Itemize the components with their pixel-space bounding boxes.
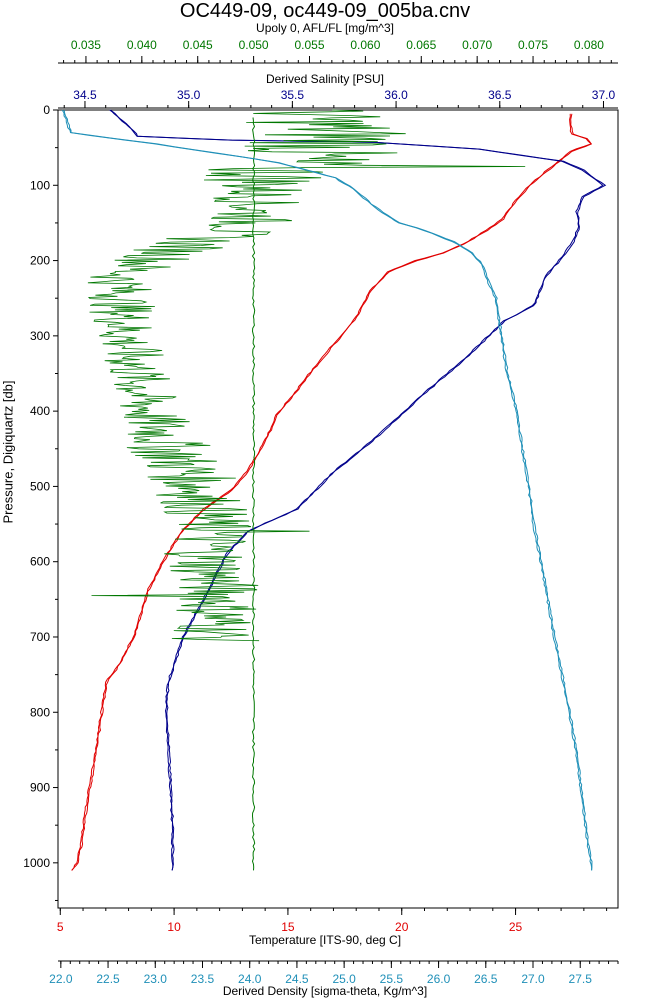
salinity-tick-label: 36.5: [488, 88, 512, 102]
y-tick-label: 800: [30, 705, 50, 719]
temperature-axis-title: Temperature [ITS-90, deg C]: [248, 933, 402, 947]
y-tick-label: 0: [43, 103, 50, 117]
y-tick-label: 700: [30, 630, 50, 644]
afl-line: [87, 109, 526, 642]
temperature-line: [71, 113, 593, 871]
temperature-tick-label: 10: [167, 920, 181, 934]
density-tick-label: 26.0: [427, 972, 451, 986]
density-tick-label: 27.0: [521, 972, 545, 986]
afl-baseline-line: [251, 117, 256, 871]
salinity-tick-label: 36.0: [384, 88, 408, 102]
afl-tick-label: 0.040: [127, 38, 157, 52]
y-tick-label: 300: [30, 329, 50, 343]
density-tick-label: 22.0: [49, 972, 73, 986]
afl-tick-label: 0.075: [518, 38, 548, 52]
temperature-tick-label: 5: [57, 920, 64, 934]
temperature-tick-label: 25: [509, 920, 523, 934]
temperature-tick-label: 15: [281, 920, 295, 934]
afl-tick-label: 0.070: [462, 38, 492, 52]
afl-tick-label: 0.050: [239, 38, 269, 52]
density-axis-title: Derived Density [sigma-theta, Kg/m^3]: [222, 984, 428, 998]
plot-frame: [57, 109, 619, 909]
y-tick-label: 400: [30, 404, 50, 418]
salinity-line: [110, 109, 607, 871]
y-tick-label: 1000: [23, 856, 50, 870]
temperature-line: [71, 113, 593, 871]
density-tick-label: 23.0: [144, 972, 168, 986]
salinity-tick-label: 34.5: [73, 88, 97, 102]
afl-tick-label: 0.045: [183, 38, 213, 52]
chart-title: OC449-09, oc449-09_005ba.cnv: [179, 0, 471, 22]
salinity-axis-title: Derived Salinity [PSU]: [265, 72, 385, 86]
salinity-line: [109, 109, 604, 871]
afl-tick-label: 0.060: [350, 38, 380, 52]
salinity-tick-label: 37.0: [592, 88, 616, 102]
y-tick-label: 600: [30, 555, 50, 569]
salinity-tick-label: 35.0: [177, 88, 201, 102]
temperature-tick-label: 20: [395, 920, 409, 934]
afl-axis-title: Upoly 0, AFL/FL [mg/m^3]: [256, 21, 394, 35]
afl-tick-label: 0.065: [406, 38, 436, 52]
salinity-tick-label: 35.5: [281, 88, 305, 102]
density-line: [61, 109, 593, 871]
afl-tick-label: 0.035: [71, 38, 101, 52]
afl-tick-label: 0.055: [294, 38, 324, 52]
y-tick-label: 900: [30, 781, 50, 795]
density-tick-label: 24.0: [238, 972, 262, 986]
density-tick-label: 22.5: [96, 972, 120, 986]
y-tick-label: 200: [30, 254, 50, 268]
density-tick-label: 24.5: [285, 972, 309, 986]
density-tick-label: 27.5: [569, 972, 593, 986]
density-line: [63, 109, 593, 871]
afl-tick-label: 0.080: [574, 38, 604, 52]
y-tick-label: 100: [30, 178, 50, 192]
density-tick-label: 26.5: [474, 972, 498, 986]
density-tick-label: 23.5: [191, 972, 215, 986]
density-tick-label: 25.5: [380, 972, 404, 986]
y-tick-label: 500: [30, 479, 50, 493]
density-tick-label: 25.0: [332, 972, 356, 986]
